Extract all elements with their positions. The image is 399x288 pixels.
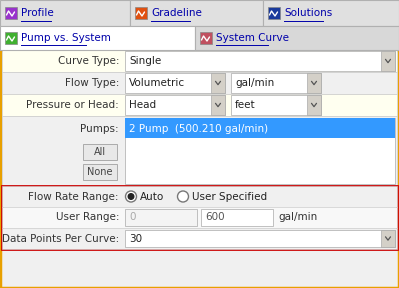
Text: Pump vs. System: Pump vs. System <box>21 33 111 43</box>
Text: feet: feet <box>235 100 256 110</box>
Bar <box>125 209 197 226</box>
Bar <box>211 73 225 93</box>
Bar <box>125 51 395 71</box>
Text: Head: Head <box>129 100 156 110</box>
Text: Pumps:: Pumps: <box>80 124 119 134</box>
Bar <box>381 230 395 247</box>
Text: User Range:: User Range: <box>55 213 119 223</box>
Bar <box>0 50 399 288</box>
Circle shape <box>126 191 136 202</box>
Bar <box>307 95 321 115</box>
Text: 2 Pump  (500.210 gal/min): 2 Pump (500.210 gal/min) <box>129 124 268 134</box>
Text: gal/min: gal/min <box>278 213 317 223</box>
Text: Curve Type:: Curve Type: <box>57 56 119 66</box>
Bar <box>2 207 397 228</box>
Bar <box>0 0 130 26</box>
Text: User Specified: User Specified <box>192 192 267 202</box>
Text: Flow Rate Range:: Flow Rate Range: <box>28 192 119 202</box>
Bar <box>263 0 399 26</box>
Text: 600: 600 <box>205 213 225 223</box>
Bar <box>201 209 273 226</box>
Text: None: None <box>87 167 113 177</box>
Bar <box>135 7 147 19</box>
Bar <box>2 186 397 249</box>
Bar <box>125 95 225 115</box>
Bar <box>2 50 397 72</box>
Text: 30: 30 <box>129 234 142 243</box>
Text: Profile: Profile <box>21 8 54 18</box>
Text: Volumetric: Volumetric <box>129 78 185 88</box>
Bar <box>307 73 321 93</box>
Bar <box>381 51 395 71</box>
Bar <box>83 144 117 160</box>
Bar <box>0 26 195 50</box>
Bar <box>5 32 17 44</box>
Bar <box>2 186 397 207</box>
Bar <box>268 7 280 19</box>
Bar <box>2 94 397 116</box>
Bar <box>2 228 397 249</box>
Text: All: All <box>94 147 106 157</box>
Bar <box>200 32 212 44</box>
Text: System Curve: System Curve <box>216 33 289 43</box>
Bar <box>125 118 395 138</box>
Text: Data Points Per Curve:: Data Points Per Curve: <box>2 234 119 243</box>
Bar <box>2 116 397 186</box>
Text: Gradeline: Gradeline <box>151 8 202 18</box>
Bar <box>2 72 397 94</box>
Bar <box>231 73 321 93</box>
Bar <box>125 230 395 247</box>
Text: 0: 0 <box>129 213 136 223</box>
Text: Pressure or Head:: Pressure or Head: <box>26 100 119 110</box>
Bar <box>231 95 321 115</box>
Text: Single: Single <box>129 56 161 66</box>
Bar <box>130 0 263 26</box>
Bar <box>195 26 399 50</box>
Bar <box>5 7 17 19</box>
Circle shape <box>178 191 188 202</box>
Bar <box>125 118 395 184</box>
Text: gal/min: gal/min <box>235 78 274 88</box>
Bar <box>211 95 225 115</box>
Circle shape <box>128 194 134 199</box>
Text: Solutions: Solutions <box>284 8 332 18</box>
Bar <box>125 73 225 93</box>
Text: Flow Type:: Flow Type: <box>65 78 119 88</box>
Bar <box>83 164 117 180</box>
Text: Auto: Auto <box>140 192 164 202</box>
